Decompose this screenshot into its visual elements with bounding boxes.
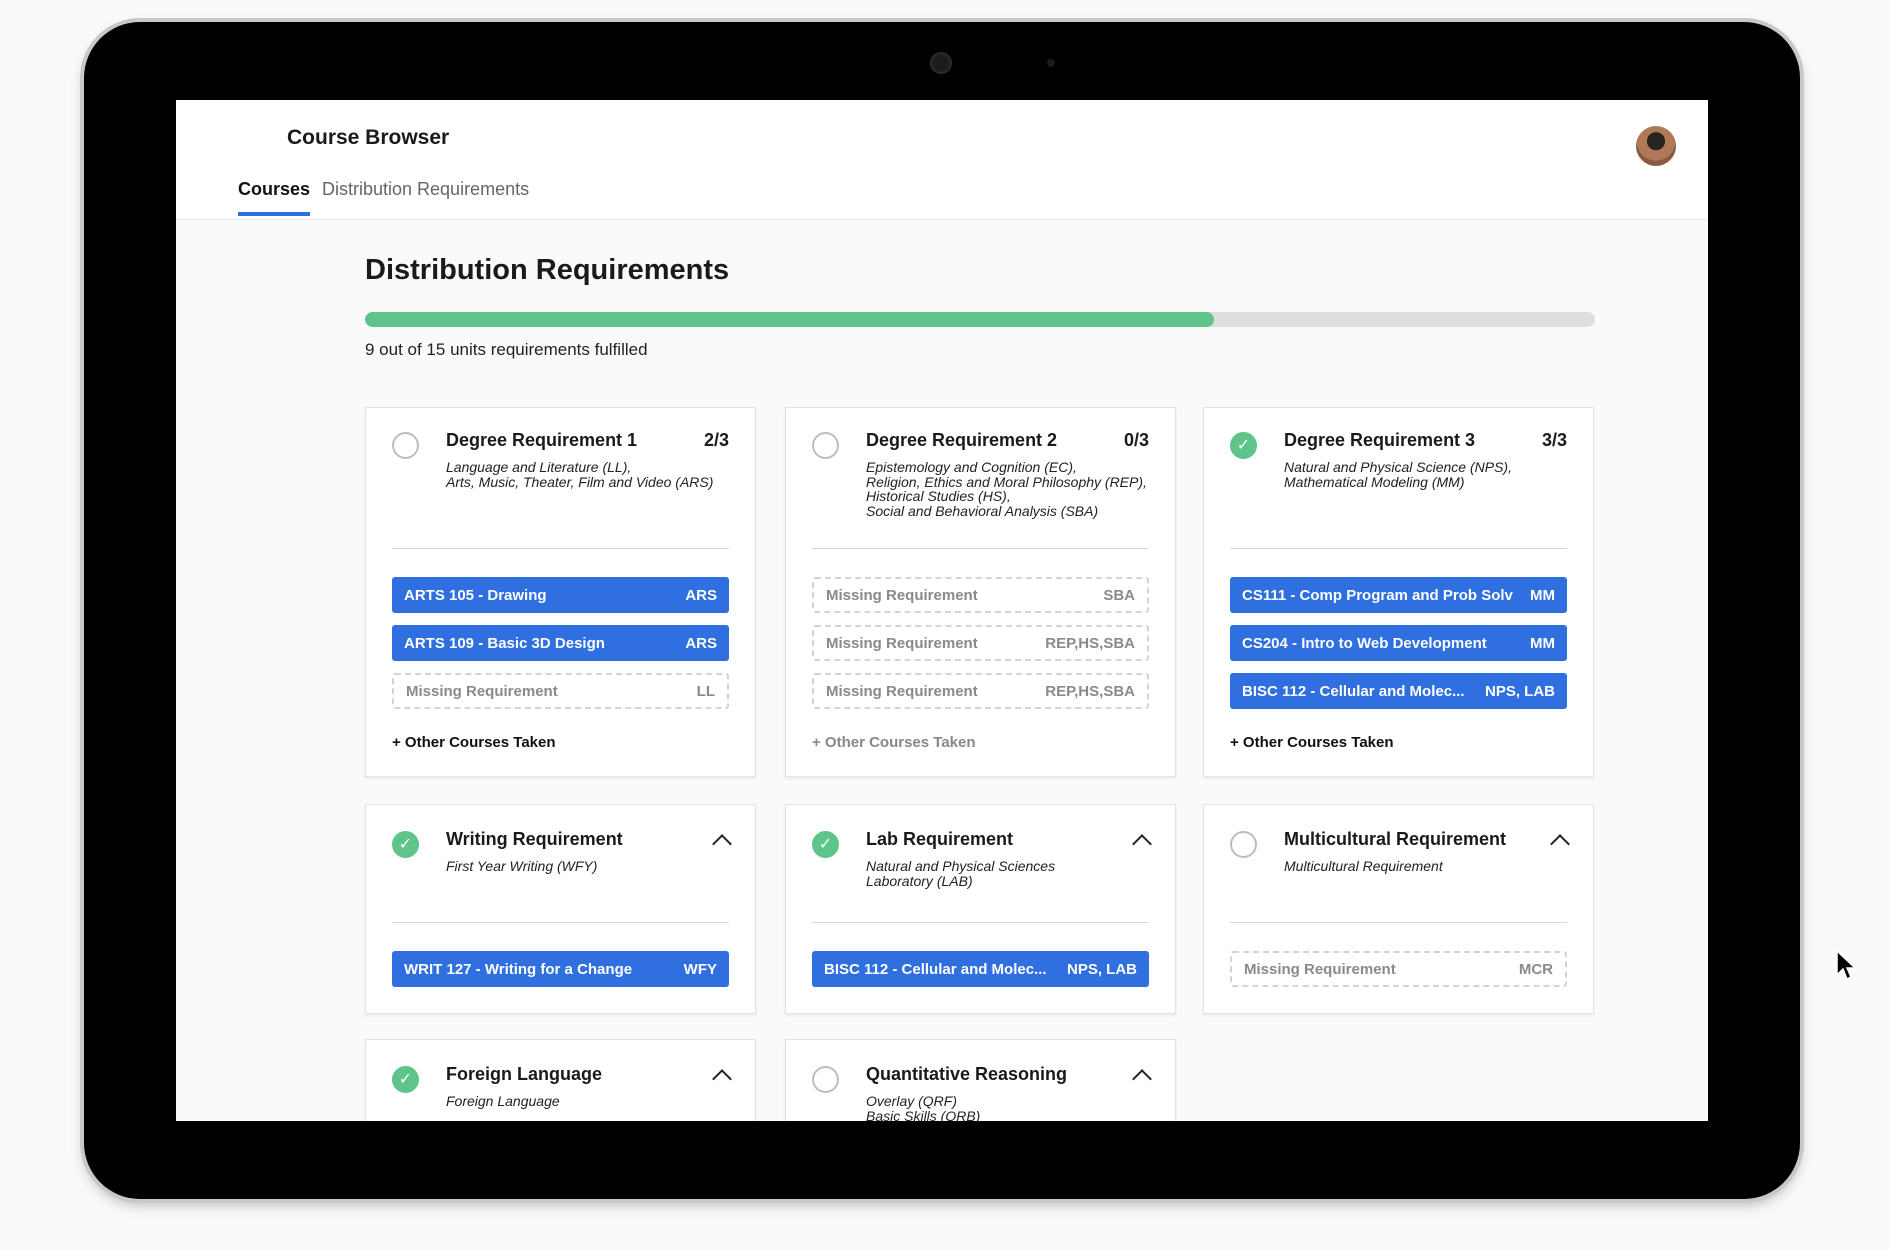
divider: [392, 922, 729, 923]
requirement-tag: NPS, LAB: [1484, 682, 1555, 700]
card-description: Multicultural Requirement: [1284, 858, 1443, 874]
course-chip[interactable]: CS204 - Intro to Web Development MM: [1230, 625, 1567, 661]
missing-requirement-slot: Missing Requirement REP,HS,SBA: [812, 673, 1149, 709]
missing-label: Missing Requirement: [1244, 960, 1396, 978]
card-title: Quantitative Reasoning: [866, 1064, 1068, 1084]
missing-label: Missing Requirement: [826, 586, 978, 604]
course-name: CS204 - Intro to Web Development: [1242, 634, 1487, 652]
course-chip[interactable]: ARTS 105 - Drawing ARS: [392, 577, 729, 613]
card-description: Foreign Language: [446, 1093, 560, 1109]
course-chip[interactable]: CS111 - Comp Program and Prob Solv MM: [1230, 577, 1567, 613]
tab-courses[interactable]: Courses: [238, 179, 311, 216]
progress-bar: [365, 312, 1595, 327]
mouse-pointer-icon: [1836, 950, 1857, 981]
card-description: First Year Writing (WFY): [446, 858, 598, 874]
card-title: Degree Requirement 1: [446, 430, 638, 450]
requirement-tag: REP,HS,SBA: [1045, 682, 1135, 700]
divider: [1230, 922, 1567, 923]
card-count: 0/3: [1123, 430, 1149, 450]
other-courses-taken-link[interactable]: + Other Courses Taken: [1230, 734, 1394, 751]
card-count: 2/3: [703, 430, 729, 450]
missing-requirement-slot: Missing Requirement SBA: [812, 577, 1149, 613]
divider: [812, 922, 1149, 923]
requirement-tag: MCR: [1518, 960, 1553, 978]
requirement-card: ✓ Writing Requirement First Year Writing (…: [365, 804, 756, 1014]
card-title: Foreign Language: [446, 1064, 603, 1084]
empty-circle-icon: [392, 432, 419, 459]
requirement-tag: WFY: [683, 960, 717, 978]
chevron-up-icon[interactable]: [712, 1069, 732, 1089]
sensor: [1047, 59, 1055, 67]
empty-circle-icon: [812, 432, 839, 459]
requirement-tag: REP,HS,SBA: [1045, 634, 1135, 652]
card-title: Degree Requirement 2: [866, 430, 1058, 450]
other-courses-taken-link[interactable]: + Other Courses Taken: [392, 734, 556, 751]
course-chip[interactable]: WRIT 127 - Writing for a Change WFY: [392, 951, 729, 987]
chevron-up-icon[interactable]: [1132, 834, 1152, 854]
app-header: Course Browser Courses Distribution Requ…: [176, 100, 1708, 220]
requirement-card: Degree Requirement 2 0/3 Epistemology and …: [785, 407, 1176, 777]
avatar[interactable]: [1636, 126, 1676, 166]
progress-text: 9 out of 15 units requirements fulfilled: [365, 340, 648, 359]
missing-requirement-slot: Missing Requirement MCR: [1230, 951, 1567, 987]
requirement-card: ✓ Foreign Language Foreign Language: [365, 1039, 756, 1121]
requirement-tag: ARS: [685, 586, 717, 604]
chevron-up-icon[interactable]: [1132, 1069, 1152, 1089]
screen: Course Browser Courses Distribution Requ…: [176, 100, 1708, 1121]
card-description: Overlay (QRF) Basic Skills (QRB): [866, 1093, 981, 1121]
requirement-tag: SBA: [1103, 586, 1135, 604]
course-name: CS111 - Comp Program and Prob Solv: [1242, 586, 1513, 604]
course-name: ARTS 105 - Drawing: [404, 586, 547, 604]
requirement-tag: NPS, LAB: [1066, 960, 1137, 978]
missing-label: Missing Requirement: [406, 682, 558, 700]
empty-circle-icon: [1230, 831, 1257, 858]
page-title: Distribution Requirements: [365, 254, 730, 286]
card-title: Degree Requirement 3: [1284, 430, 1476, 450]
requirement-tag: ARS: [685, 634, 717, 652]
card-title: Multicultural Requirement: [1284, 829, 1507, 849]
missing-requirement-slot: Missing Requirement LL: [392, 673, 729, 709]
empty-circle-icon: [812, 1066, 839, 1093]
card-count: 3/3: [1541, 430, 1567, 450]
requirement-tag: LL: [696, 682, 715, 700]
other-courses-taken-link[interactable]: + Other Courses Taken: [812, 734, 976, 751]
tab-distribution-requirements[interactable]: Distribution Requirements: [322, 179, 530, 199]
card-description: Natural and Physical Sciences Laboratory…: [866, 858, 1056, 889]
requirement-card: ✓ Lab Requirement Natural and Physical Sci…: [785, 804, 1176, 1014]
card-description: Language and Literature (LL), Arts, Musi…: [446, 459, 714, 490]
missing-label: Missing Requirement: [826, 682, 978, 700]
requirement-card: Quantitative Reasoning Overlay (QRF) Basi…: [785, 1039, 1176, 1121]
course-name: BISC 112 - Cellular and Molec...: [824, 960, 1047, 978]
progress-fill: [365, 312, 1214, 327]
app-title: Course Browser: [287, 126, 450, 149]
course-name: BISC 112 - Cellular and Molec...: [1242, 682, 1465, 700]
check-circle-icon: ✓: [392, 831, 419, 858]
camera: [930, 52, 952, 74]
card-description: Natural and Physical Science (NPS), Math…: [1284, 459, 1512, 490]
check-circle-icon: ✓: [812, 831, 839, 858]
course-name: ARTS 109 - Basic 3D Design: [404, 634, 605, 652]
divider: [812, 548, 1149, 549]
card-title: Lab Requirement: [866, 829, 1014, 849]
requirement-tag: MM: [1530, 634, 1555, 652]
divider: [392, 548, 729, 549]
divider: [1230, 548, 1567, 549]
course-chip[interactable]: ARTS 109 - Basic 3D Design ARS: [392, 625, 729, 661]
course-name: WRIT 127 - Writing for a Change: [404, 960, 633, 978]
requirement-card: ✓ Degree Requirement 3 3/3 Natural and Phys…: [1203, 407, 1594, 777]
course-chip[interactable]: BISC 112 - Cellular and Molec... NPS, LAB: [1230, 673, 1567, 709]
chevron-up-icon[interactable]: [712, 834, 732, 854]
card-description: Epistemology and Cognition (EC), Religio…: [866, 459, 1147, 519]
course-chip[interactable]: BISC 112 - Cellular and Molec... NPS, LAB: [812, 951, 1149, 987]
requirement-tag: MM: [1530, 586, 1555, 604]
requirement-card: Multicultural Requirement Multicultural R…: [1203, 804, 1594, 1014]
missing-label: Missing Requirement: [826, 634, 978, 652]
missing-requirement-slot: Missing Requirement REP,HS,SBA: [812, 625, 1149, 661]
requirement-card: Degree Requirement 1 2/3 Language and Lite…: [365, 407, 756, 777]
check-circle-icon: ✓: [1230, 432, 1257, 459]
check-circle-icon: ✓: [392, 1066, 419, 1093]
chevron-up-icon[interactable]: [1550, 834, 1570, 854]
card-title: Writing Requirement: [446, 829, 623, 849]
